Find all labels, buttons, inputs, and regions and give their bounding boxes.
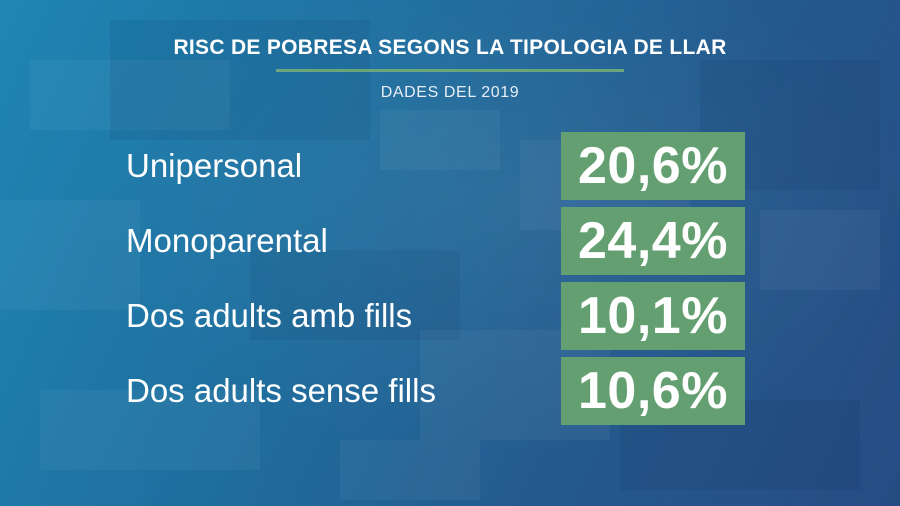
stat-value-box: 24,4%	[561, 207, 745, 275]
stat-label: Dos adults amb fills	[126, 297, 413, 334]
stat-row-unipersonal: Unipersonal 20,6%	[0, 132, 900, 200]
stat-value: 24,4%	[578, 212, 728, 270]
background-panel	[40, 390, 260, 470]
title-divider	[276, 69, 624, 72]
background-panel	[0, 200, 140, 310]
stat-value: 20,6%	[578, 137, 728, 195]
stat-row-monoparental: Monoparental 24,4%	[0, 207, 900, 275]
stat-value: 10,1%	[578, 287, 728, 345]
background-panel	[340, 440, 480, 500]
background-panel	[110, 20, 370, 140]
stat-label: Dos adults sense fills	[126, 372, 436, 409]
background-panel	[30, 60, 230, 130]
stat-row-dos-adults-amb-fills: Dos adults amb fills 10,1%	[0, 282, 900, 350]
background-panel	[250, 250, 460, 340]
stat-label: Unipersonal	[126, 147, 303, 184]
stat-row-dos-adults-sense-fills: Dos adults sense fills 10,6%	[0, 357, 900, 425]
stat-value-box: 20,6%	[561, 132, 745, 200]
stat-value-box: 10,1%	[561, 282, 745, 350]
stat-value: 10,6%	[578, 362, 728, 420]
background-panel	[380, 110, 500, 170]
page-subtitle: DADES DEL 2019	[380, 84, 520, 101]
stat-label: Monoparental	[126, 222, 328, 259]
background-panel	[760, 210, 880, 290]
page-title: RISC DE POBRESA SEGONS LA TIPOLOGIA DE L…	[173, 36, 727, 59]
stat-value-box: 10,6%	[561, 357, 745, 425]
